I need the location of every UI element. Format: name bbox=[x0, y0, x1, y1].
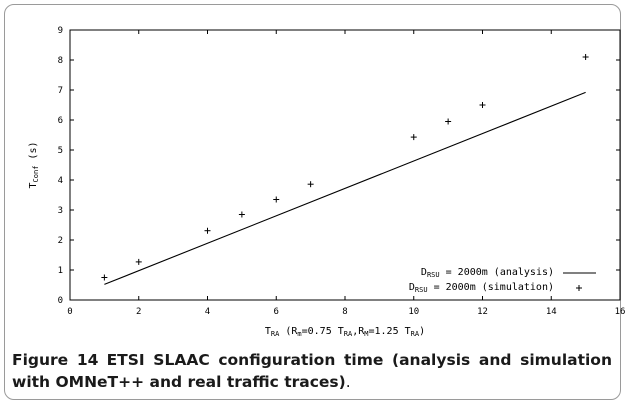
data-marks bbox=[101, 54, 589, 285]
simulation-point bbox=[582, 54, 589, 60]
plot-area bbox=[69, 29, 621, 301]
simulation-point bbox=[445, 118, 452, 125]
y-axis-label-unit: (s) bbox=[28, 142, 39, 166]
x-axis-label: TRA (Rm=0.75 TRA,RM=1.25 TRA) bbox=[265, 326, 425, 338]
y-tick-label: 5 bbox=[58, 146, 63, 156]
y-tick-label: 2 bbox=[58, 236, 63, 246]
figure-caption-tail: . bbox=[345, 373, 351, 391]
simulation-point bbox=[307, 181, 314, 188]
simulation-point bbox=[410, 134, 417, 141]
x-tick-label: 12 bbox=[477, 307, 488, 317]
y-tick-label: 1 bbox=[58, 266, 63, 276]
legend-label-analysis: DRSU = 2000m (analysis) bbox=[421, 267, 554, 279]
y-axis-label: TConf (s) bbox=[28, 142, 40, 189]
y-tick-label: 6 bbox=[58, 116, 63, 126]
x-tick-label: 4 bbox=[205, 307, 210, 317]
y-tick-label: 8 bbox=[58, 56, 63, 66]
x-tick-label: 14 bbox=[546, 307, 557, 317]
simulation-point bbox=[204, 227, 211, 234]
simulation-point bbox=[479, 102, 486, 108]
y-tick-label: 3 bbox=[58, 206, 63, 216]
legend: DRSU = 2000m (analysis) DRSU = 2000m (si… bbox=[409, 267, 596, 294]
y-axis-label-t: T bbox=[28, 182, 39, 188]
simulation-point bbox=[238, 211, 245, 218]
x-tick-label: 8 bbox=[342, 307, 347, 317]
x-tick-label: 10 bbox=[408, 307, 419, 317]
y-axis-label-sub: Conf bbox=[32, 166, 40, 183]
simulation-point bbox=[135, 258, 142, 265]
figure-caption-text: ETSI SLAAC configuration time (analysis … bbox=[12, 351, 612, 391]
figure-frame bbox=[4, 4, 621, 400]
y-tick-label: 7 bbox=[58, 86, 63, 96]
x-tick-label: 0 bbox=[67, 307, 72, 317]
y-tick-label: 9 bbox=[58, 26, 63, 36]
legend-marker-simulation bbox=[576, 285, 582, 291]
simulation-point bbox=[101, 274, 108, 281]
analysis-line bbox=[104, 91, 586, 285]
figure-label: Figure 14 bbox=[12, 351, 99, 369]
x-tick-label: 6 bbox=[274, 307, 279, 317]
legend-label-simulation: DRSU = 2000m (simulation) bbox=[409, 282, 554, 294]
figure-caption: Figure 14 ETSI SLAAC configuration time … bbox=[12, 349, 612, 393]
simulation-point bbox=[273, 196, 280, 203]
y-tick-label: 4 bbox=[58, 176, 63, 186]
x-tick-label: 2 bbox=[136, 307, 141, 317]
x-tick-label: 16 bbox=[615, 307, 626, 317]
y-tick-label: 0 bbox=[58, 296, 63, 306]
